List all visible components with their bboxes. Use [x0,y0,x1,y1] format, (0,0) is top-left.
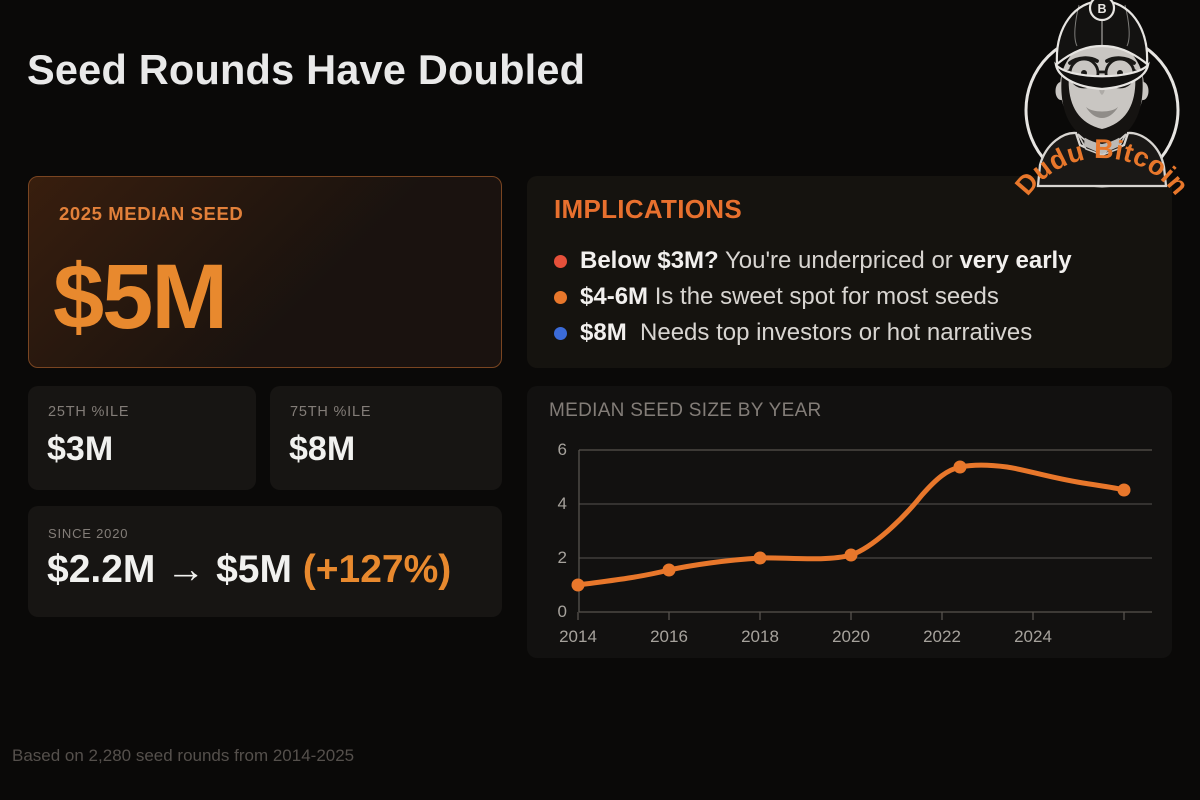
svg-text:2016: 2016 [650,627,688,646]
svg-text:2018: 2018 [741,627,779,646]
svg-text:4: 4 [558,494,567,513]
svg-text:2024: 2024 [1014,627,1052,646]
svg-text:2020: 2020 [832,627,870,646]
svg-text:2022: 2022 [923,627,961,646]
svg-text:6: 6 [558,440,567,459]
svg-text:2: 2 [558,548,567,567]
svg-text:0: 0 [558,602,567,621]
svg-text:B: B [1097,2,1106,16]
svg-text:2014: 2014 [559,627,597,646]
